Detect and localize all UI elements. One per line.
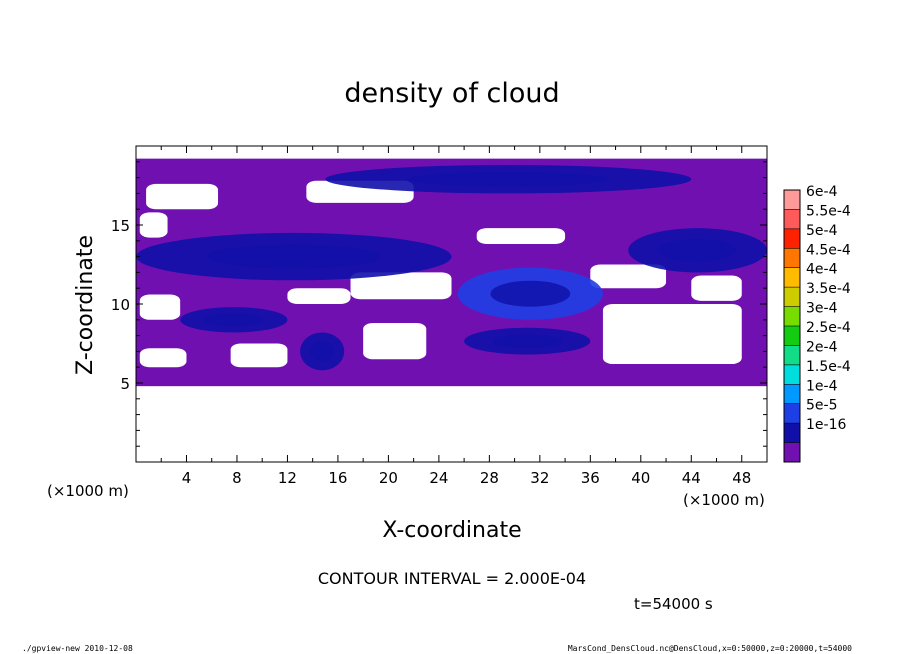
colorbar-swatch-3 (784, 248, 800, 268)
colorbar-swatch-9 (784, 364, 800, 385)
clear-gap-3 (139, 294, 181, 320)
clear-gap-6 (602, 304, 742, 365)
x-tick-label-2: 12 (278, 469, 297, 487)
clear-gap-8 (363, 322, 427, 360)
footer-left: ./gpview-new 2010-12-08 (22, 644, 133, 653)
colorbar-label-6: 3e-4 (806, 301, 838, 317)
y-axis-unit: (×1000 m) (683, 491, 765, 509)
colorbar-label-1: 5.5e-4 (806, 203, 851, 219)
colorbar: 6e-4 5.5e-4 5e-4 4.5e-4 4e-4 3.5e-4 3e-4 2.5e-4… (783, 184, 851, 463)
colorbar-label-12: 1e-16 (806, 417, 846, 433)
clear-gap-10 (230, 343, 288, 368)
clear-gap-4 (350, 272, 452, 300)
x-tick-label-11: 48 (732, 469, 751, 487)
colorbar-swatch-0 (784, 190, 800, 210)
colorbar-label-10: 1e-4 (806, 378, 838, 394)
y-axis-ticks: 5 10 15 (111, 161, 767, 447)
y-tick-label-0: 5 (120, 375, 130, 393)
colorbar-label-5: 3.5e-4 (806, 281, 851, 297)
x-axis-ticks: 4 8 12 16 20 24 28 32 36 40 44 48 (160, 146, 751, 487)
chart-title: density of cloud (344, 78, 559, 109)
x-tick-label-3: 16 (328, 469, 347, 487)
colorbar-label-4: 4e-4 (806, 262, 838, 278)
colorbar-label-8: 2e-4 (806, 339, 838, 355)
density-patch-core-5 (309, 341, 335, 361)
x-axis-unit: (×1000 m) (47, 482, 129, 500)
density-patch-core-0 (407, 172, 609, 187)
colorbar-swatch-12 (784, 423, 800, 443)
x-axis-label: X-coordinate (382, 518, 521, 543)
colorbar-swatch-10 (784, 384, 800, 404)
colorbar-swatch-1 (784, 209, 800, 229)
colorbar-swatch-13 (784, 442, 800, 462)
clear-gap-0 (146, 183, 219, 210)
x-tick-label-10: 44 (682, 469, 701, 487)
density-patch-core-4 (204, 313, 264, 327)
density-patch-core-1 (206, 244, 381, 269)
colorbar-swatch-11 (784, 403, 800, 424)
contour-interval-text: CONTOUR INTERVAL = 2.000E-04 (318, 569, 586, 588)
clear-gap-11 (590, 264, 667, 289)
y-axis-label: Z-coordinate (73, 235, 98, 375)
density-patch-core-6 (492, 334, 562, 348)
clear-gap-2 (139, 212, 168, 238)
footer-right: MarsCond_DensCloud.nc@DensCloud,x=0:5000… (568, 644, 852, 653)
time-text: t=54000 s (634, 595, 713, 613)
colorbar-label-9: 1.5e-4 (806, 359, 851, 375)
colorbar-label-2: 5e-4 (806, 223, 838, 239)
colorbar-swatch-7 (784, 326, 800, 346)
density-patch-core-2 (490, 280, 571, 307)
x-tick-label-9: 40 (631, 469, 650, 487)
x-tick-label-7: 32 (530, 469, 549, 487)
colorbar-swatch-2 (784, 228, 800, 249)
clear-gap-7 (691, 275, 742, 301)
y-tick-label-2: 15 (111, 217, 130, 235)
x-tick-label-1: 8 (232, 469, 242, 487)
colorbar-swatch-4 (784, 267, 800, 288)
colorbar-label-7: 2.5e-4 (806, 320, 851, 336)
x-tick-label-8: 36 (581, 469, 600, 487)
clear-gap-5 (287, 288, 351, 304)
clear-gap-9 (139, 348, 187, 368)
clear-regions (139, 180, 742, 368)
colorbar-label-11: 5e-5 (806, 398, 837, 414)
colorbar-label-0: 6e-4 (806, 184, 838, 200)
colorbar-swatch-8 (784, 345, 800, 365)
density-patch-core-3 (659, 239, 736, 262)
density-patches (136, 164, 768, 371)
x-tick-label-5: 24 (429, 469, 448, 487)
x-tick-label-4: 20 (379, 469, 398, 487)
y-tick-label-1: 10 (111, 296, 130, 314)
x-tick-label-0: 4 (182, 469, 192, 487)
colorbar-swatch-6 (784, 306, 800, 326)
clear-gap-12 (476, 228, 566, 244)
colorbar-swatch-5 (784, 287, 800, 307)
colorbar-label-3: 4.5e-4 (806, 242, 851, 258)
x-tick-label-6: 28 (480, 469, 499, 487)
